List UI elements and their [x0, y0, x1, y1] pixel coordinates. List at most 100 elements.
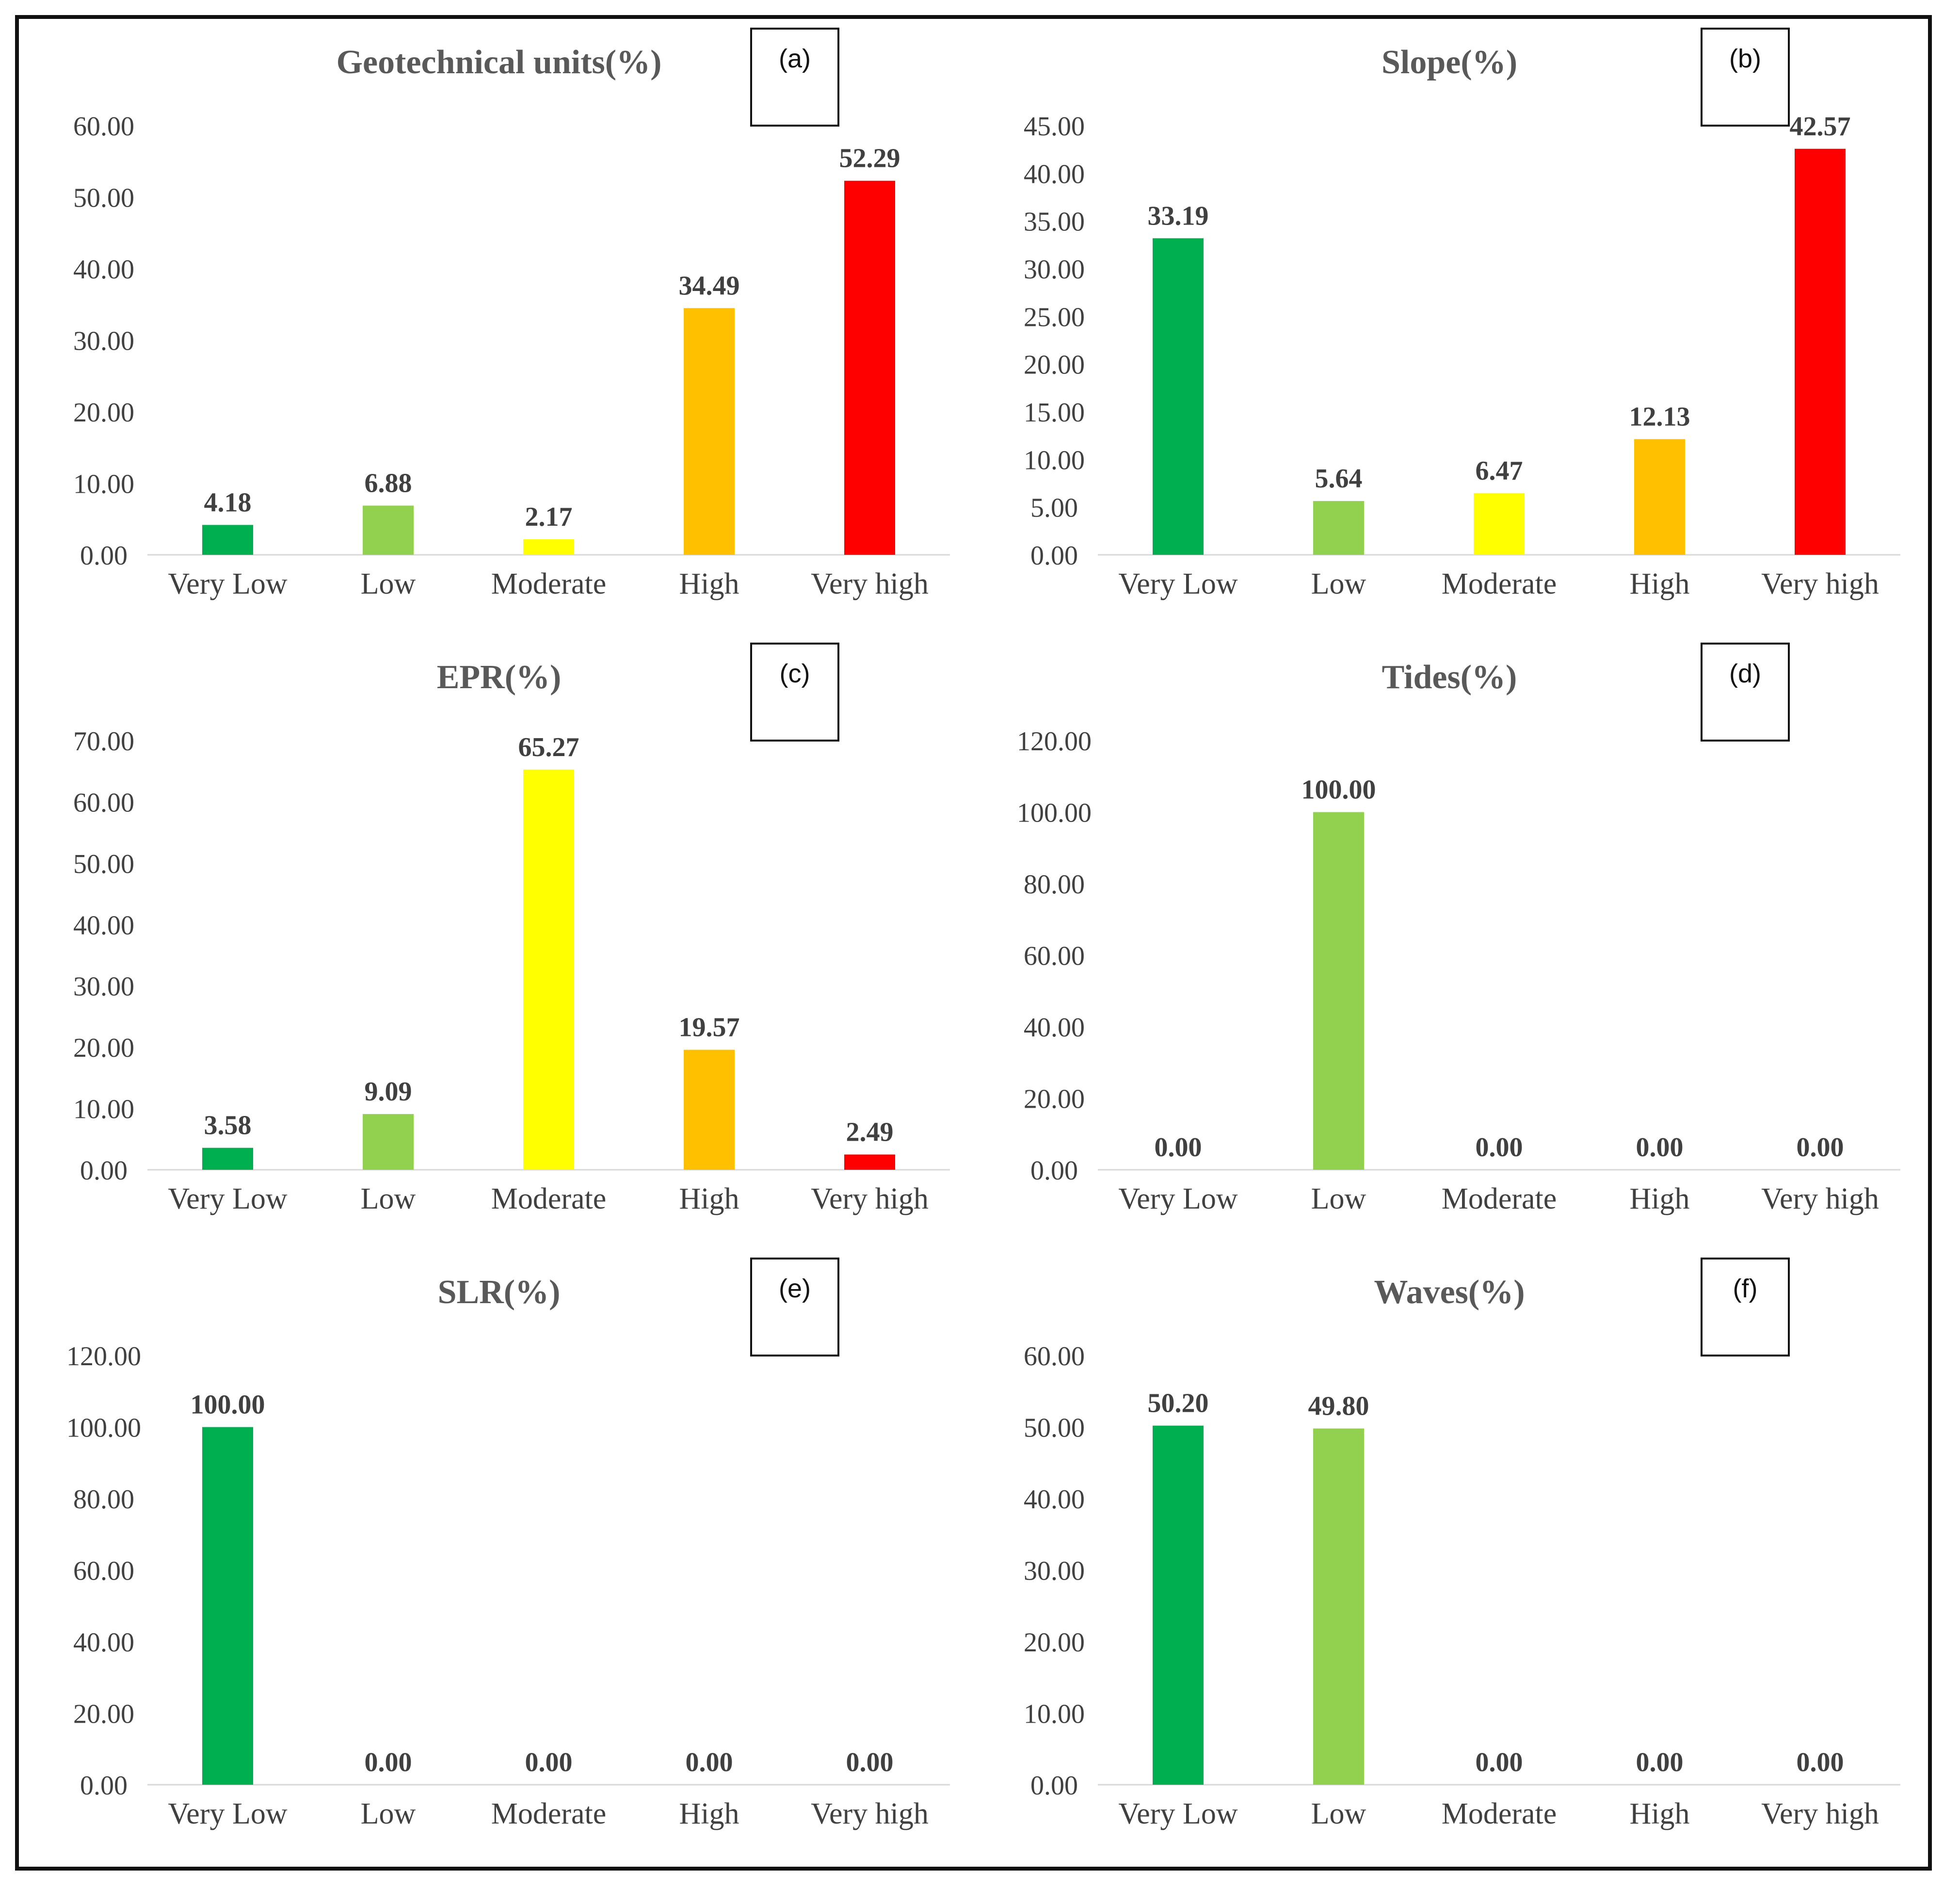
data-label: 49.80 — [1308, 1391, 1369, 1421]
x-category-label: Very Low — [1118, 1797, 1237, 1830]
data-label: 0.00 — [686, 1747, 733, 1777]
panel-tag: (a) — [779, 44, 811, 73]
data-label: 34.49 — [679, 271, 740, 301]
y-tick-label: 5.00 — [1030, 493, 1078, 523]
y-tick-label: 20.00 — [1024, 1628, 1085, 1658]
data-label: 2.49 — [846, 1117, 894, 1147]
chart-svg: Geotechnical units(%) (a) 0.00 10.00 20.00 30… — [73, 28, 950, 600]
x-category-label: Low — [361, 1182, 416, 1215]
data-label: 0.00 — [1476, 1747, 1523, 1777]
data-label: 42.57 — [1790, 112, 1851, 142]
bar-low — [363, 1114, 414, 1170]
bar-low — [1313, 1428, 1364, 1785]
y-tick-label: 0.00 — [80, 541, 128, 571]
x-category-label: High — [1630, 1182, 1690, 1215]
data-label: 6.88 — [365, 468, 412, 499]
chart-title: Waves(%) — [1374, 1274, 1525, 1311]
data-label: 100.00 — [1301, 775, 1376, 805]
panel-tag: (d) — [1729, 659, 1761, 688]
data-label: 0.00 — [1476, 1132, 1523, 1162]
y-tick-label: 0.00 — [80, 1156, 128, 1186]
data-label: 100.00 — [191, 1390, 265, 1420]
y-tick-label: 60.00 — [1024, 941, 1085, 971]
x-category-label: Low — [1311, 1182, 1366, 1215]
data-label: 0.00 — [525, 1747, 573, 1777]
data-label: 0.00 — [1636, 1747, 1684, 1777]
chart-svg: Tides(%) (d) 0.00 20.00 40.00 60.00 80.00 100.0… — [1017, 643, 1900, 1215]
y-tick-label: 20.00 — [73, 398, 134, 428]
bar-moderate — [1474, 493, 1525, 555]
data-label: 6.47 — [1476, 456, 1523, 486]
x-category-label: Moderate — [491, 1797, 607, 1830]
x-category-label: Very Low — [168, 1182, 287, 1215]
bar-very-low — [202, 1427, 253, 1785]
bar-moderate — [523, 769, 574, 1170]
y-tick-label: 0.00 — [1030, 1156, 1078, 1186]
x-category-label: Very Low — [168, 1797, 287, 1830]
x-category-label: Moderate — [491, 1182, 607, 1215]
bar-very-low — [1153, 1425, 1204, 1785]
data-label: 9.09 — [365, 1077, 412, 1107]
x-category-label: Very high — [811, 567, 929, 600]
x-category-label: Very high — [811, 1182, 929, 1215]
y-tick-label: 40.00 — [1024, 1013, 1085, 1043]
x-category-label: Moderate — [1442, 1797, 1557, 1830]
chart-svg: Waves(%) (f) 0.00 10.00 20.00 30.00 40.00 50.00… — [1024, 1258, 1900, 1830]
bar-low — [1313, 812, 1364, 1170]
panel-tag: (e) — [779, 1274, 811, 1303]
y-tick-label: 10.00 — [1024, 1699, 1085, 1729]
chart-svg: Slope(%) (b) 0.00 5.00 10.00 15.00 20.00 25.00 3… — [1024, 28, 1900, 600]
chart-waves: Waves(%) (f) 0.00 10.00 20.00 30.00 40.00 50.00… — [969, 1249, 1934, 1867]
panel-tag-box — [750, 643, 839, 742]
data-label: 2.17 — [525, 502, 573, 532]
x-category-label: Low — [1311, 1797, 1366, 1830]
chart-svg: EPR(%) (c) 0.00 10.00 20.00 30.00 40.00 50.00 60… — [73, 643, 950, 1215]
bar-very-high — [844, 1154, 895, 1170]
bar-high — [1634, 439, 1685, 555]
data-label: 4.18 — [204, 487, 252, 517]
panel-tag: (c) — [780, 659, 810, 688]
data-label: 12.13 — [1629, 402, 1690, 432]
x-category-label: Low — [1311, 567, 1366, 600]
y-tick-label: 60.00 — [73, 112, 134, 142]
chart-geotechnical-units: Geotechnical units(%) (a) 0.00 10.00 20.00 30… — [19, 19, 984, 637]
data-label: 3.58 — [204, 1111, 252, 1141]
x-category-label: Low — [361, 1797, 416, 1830]
y-tick-label: 40.00 — [73, 910, 134, 940]
y-tick-label: 50.00 — [1024, 1413, 1085, 1443]
y-tick-label: 30.00 — [73, 326, 134, 356]
panel-tag-box — [1701, 1258, 1790, 1356]
data-label: 50.20 — [1148, 1388, 1209, 1419]
data-label: 65.27 — [518, 732, 579, 762]
bar-low — [1313, 501, 1364, 555]
x-category-label: Low — [361, 567, 416, 600]
chart-title: EPR(%) — [437, 659, 562, 696]
y-tick-label: 15.00 — [1024, 398, 1085, 428]
x-category-label: Very Low — [1118, 1182, 1237, 1215]
chart-title: Tides(%) — [1382, 659, 1517, 696]
y-tick-label: 40.00 — [1024, 159, 1085, 189]
y-tick-label: 100.00 — [1017, 798, 1092, 828]
y-tick-label: 0.00 — [80, 1771, 128, 1801]
chart-epr: EPR(%) (c) 0.00 10.00 20.00 30.00 40.00 50.00 60… — [19, 634, 984, 1252]
y-tick-label: 10.00 — [73, 469, 134, 500]
y-tick-label: 30.00 — [73, 972, 134, 1002]
chart-slr: SLR(%) (e) 0.00 20.00 40.00 60.00 80.00 100.00 1… — [19, 1249, 984, 1867]
panel-tag: (b) — [1729, 44, 1761, 73]
bar-very-low — [202, 525, 253, 555]
y-tick-label: 20.00 — [73, 1699, 134, 1729]
y-tick-label: 70.00 — [73, 727, 134, 757]
panel-tag: (f) — [1733, 1274, 1758, 1303]
chart-tides: Tides(%) (d) 0.00 20.00 40.00 60.00 80.00 100.0… — [969, 634, 1934, 1252]
y-tick-label: 40.00 — [73, 255, 134, 285]
x-category-label: High — [1630, 1797, 1690, 1830]
y-tick-label: 120.00 — [1017, 727, 1092, 757]
y-tick-label: 100.00 — [66, 1413, 141, 1443]
y-tick-label: 60.00 — [1024, 1341, 1085, 1372]
bar-very-high — [1795, 148, 1846, 555]
y-tick-label: 30.00 — [1024, 1556, 1085, 1586]
y-tick-label: 0.00 — [1030, 1771, 1078, 1801]
y-tick-label: 60.00 — [73, 1556, 134, 1586]
y-tick-label: 45.00 — [1024, 112, 1085, 142]
x-category-label: Very high — [1761, 567, 1879, 600]
